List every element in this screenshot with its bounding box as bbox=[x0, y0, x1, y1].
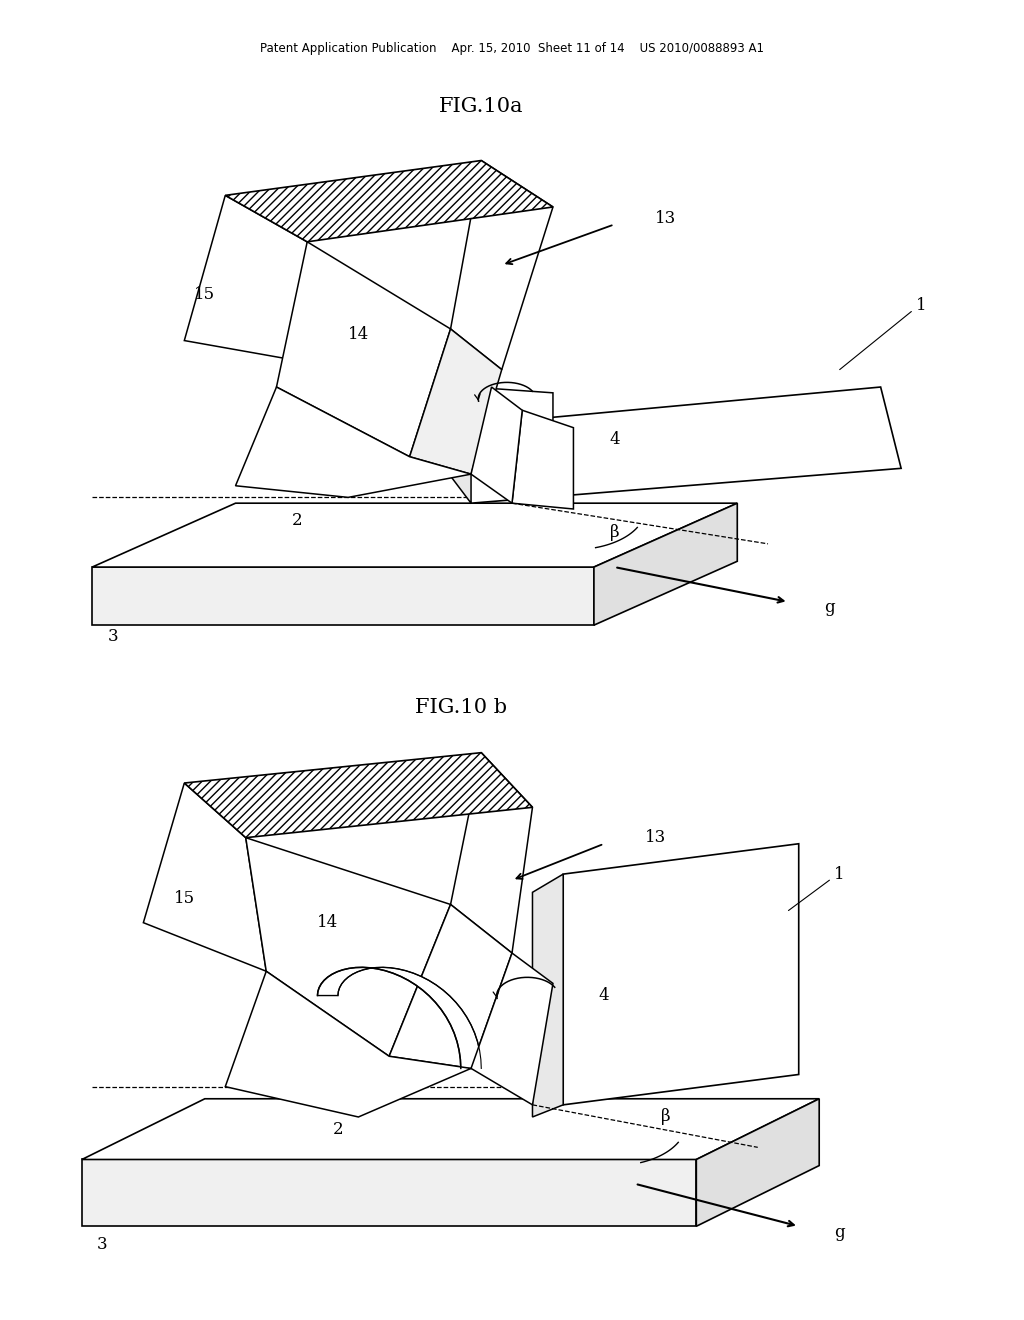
Polygon shape bbox=[236, 387, 471, 498]
Polygon shape bbox=[143, 783, 266, 972]
Text: g: g bbox=[824, 599, 835, 616]
Polygon shape bbox=[82, 1159, 696, 1226]
Polygon shape bbox=[82, 1098, 819, 1159]
Text: 2: 2 bbox=[292, 512, 302, 529]
Polygon shape bbox=[276, 242, 451, 457]
Text: FIG.10 b: FIG.10 b bbox=[415, 698, 507, 717]
Polygon shape bbox=[317, 968, 481, 1068]
Polygon shape bbox=[563, 843, 799, 1105]
Polygon shape bbox=[440, 422, 553, 428]
Text: 4: 4 bbox=[599, 987, 609, 1005]
Text: 14: 14 bbox=[348, 326, 369, 343]
Polygon shape bbox=[451, 161, 553, 370]
Text: 1: 1 bbox=[835, 866, 845, 883]
Polygon shape bbox=[184, 195, 348, 370]
Polygon shape bbox=[440, 387, 901, 503]
Text: 13: 13 bbox=[655, 210, 676, 227]
Polygon shape bbox=[92, 503, 737, 568]
Text: 3: 3 bbox=[108, 628, 118, 645]
Polygon shape bbox=[92, 568, 594, 626]
Text: Patent Application Publication    Apr. 15, 2010  Sheet 11 of 14    US 2010/00888: Patent Application Publication Apr. 15, … bbox=[260, 42, 764, 55]
Polygon shape bbox=[471, 953, 553, 1105]
Polygon shape bbox=[451, 752, 532, 953]
Polygon shape bbox=[512, 411, 573, 510]
Text: 3: 3 bbox=[97, 1236, 108, 1253]
Polygon shape bbox=[532, 874, 563, 1117]
Polygon shape bbox=[471, 387, 553, 428]
Polygon shape bbox=[696, 1098, 819, 1226]
Polygon shape bbox=[594, 503, 737, 626]
Polygon shape bbox=[440, 462, 471, 503]
Polygon shape bbox=[246, 838, 451, 1056]
Polygon shape bbox=[225, 972, 471, 1117]
Polygon shape bbox=[410, 329, 502, 474]
Polygon shape bbox=[471, 387, 522, 503]
Text: 13: 13 bbox=[645, 829, 666, 846]
Text: 14: 14 bbox=[317, 915, 338, 931]
Text: FIG.10a: FIG.10a bbox=[439, 96, 523, 116]
Polygon shape bbox=[184, 752, 532, 838]
Polygon shape bbox=[389, 904, 512, 1068]
Polygon shape bbox=[225, 161, 553, 242]
Text: 2: 2 bbox=[333, 1121, 343, 1138]
Text: 15: 15 bbox=[174, 890, 195, 907]
Text: β: β bbox=[609, 524, 620, 541]
Polygon shape bbox=[440, 387, 471, 469]
Text: g: g bbox=[835, 1224, 845, 1241]
Text: 15: 15 bbox=[195, 285, 215, 302]
Text: 4: 4 bbox=[609, 430, 620, 447]
Text: β: β bbox=[660, 1109, 671, 1126]
Text: 1: 1 bbox=[916, 297, 927, 314]
